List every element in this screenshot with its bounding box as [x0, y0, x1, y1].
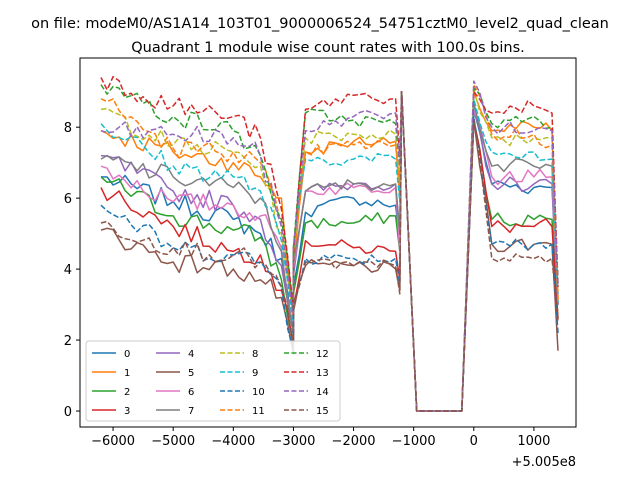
x-tick-label: −5000 [151, 434, 195, 449]
legend-label: 1 [124, 368, 130, 379]
legend-label: 5 [188, 368, 194, 379]
series-line-13 [100, 75, 559, 412]
y-tick-label: 8 [64, 121, 72, 136]
legend-entry: 0 [92, 349, 130, 360]
legend-entry: 9 [220, 368, 258, 379]
y-tick-label: 2 [64, 334, 72, 349]
x-tick-label: −1000 [392, 434, 436, 449]
legend-label: 9 [252, 368, 258, 379]
x-tick-label: −6000 [91, 434, 135, 449]
legend-entry: 4 [156, 349, 194, 360]
legend-label: 12 [316, 349, 329, 360]
legend-entry: 12 [284, 349, 329, 360]
y-tick-label: 4 [64, 263, 72, 278]
legend-label: 8 [252, 349, 258, 360]
series-line-12 [100, 84, 559, 412]
legend-label: 15 [316, 406, 329, 417]
legend-label: 4 [188, 349, 194, 360]
axes-frame [79, 57, 577, 428]
legend-entry: 3 [92, 406, 130, 417]
x-offset-label: +5.005e8 [512, 455, 576, 470]
x-tick-label: −2000 [332, 434, 376, 449]
x-tick-label: −3000 [271, 434, 315, 449]
legend-entry: 11 [220, 406, 265, 417]
series-line-9 [100, 90, 559, 412]
chart-title: Quadrant 1 module wise count rates with … [131, 40, 525, 56]
legend-label: 13 [316, 368, 329, 379]
legend-entry: 5 [156, 368, 194, 379]
x-tick-label: 1000 [517, 434, 550, 449]
y-axis: 0 2 4 6 8 [64, 121, 80, 420]
figure-suptitle: on file: modeM0/AS1A14_103T01_9000006524… [31, 16, 609, 32]
y-tick-label: 6 [64, 192, 72, 207]
legend-entry: 15 [284, 406, 329, 417]
legend-entry: 1 [92, 368, 130, 379]
x-axis: −6000 −5000 −4000 −3000 −2000 −1000 0 1000 [91, 427, 550, 449]
legend-entry: 2 [92, 387, 130, 398]
legend-entry: 7 [156, 406, 194, 417]
series-line-14 [100, 80, 559, 412]
series-lines [100, 75, 559, 412]
y-tick-label: 0 [64, 405, 72, 420]
legend-label: 0 [124, 349, 130, 360]
legend-label: 11 [252, 406, 265, 417]
legend-label: 3 [124, 406, 130, 417]
plot-area: −6000 −5000 −4000 −3000 −2000 −1000 0 1000 0 2 4 6… [64, 57, 577, 449]
x-tick-label: 0 [470, 434, 478, 449]
legend-entry: 14 [284, 387, 329, 398]
legend-frame [85, 340, 341, 422]
x-tick-label: −4000 [211, 434, 255, 449]
legend-entry: 8 [220, 349, 258, 360]
legend-entry: 6 [156, 387, 194, 398]
series-line-4 [100, 90, 559, 412]
legend-label: 14 [316, 387, 329, 398]
legend-label: 2 [124, 387, 130, 398]
legend-entry: 13 [284, 368, 329, 379]
legend-label: 10 [252, 387, 265, 398]
legend-label: 7 [188, 406, 194, 417]
series-line-7 [100, 90, 559, 412]
series-line-1 [100, 90, 559, 412]
legend-entry: 10 [220, 387, 265, 398]
legend-label: 6 [188, 387, 194, 398]
series-line-15 [100, 90, 559, 412]
